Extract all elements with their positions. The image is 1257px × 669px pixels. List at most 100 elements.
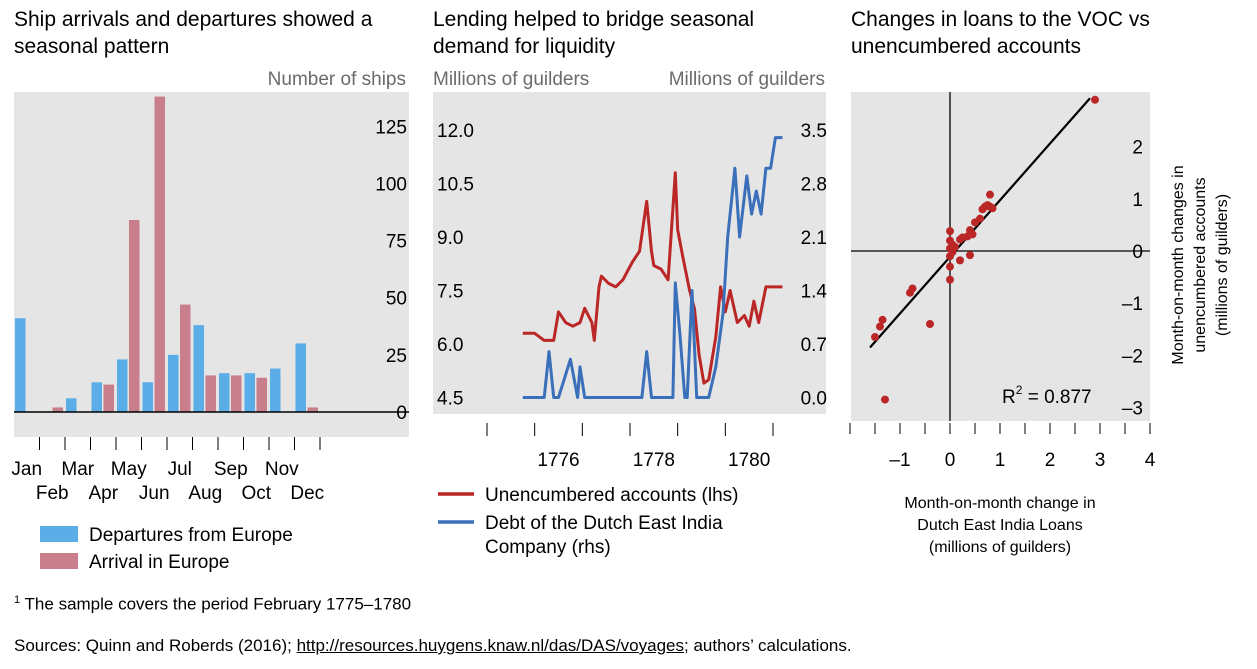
bar-departures bbox=[244, 373, 255, 412]
bar-arrivals bbox=[205, 375, 216, 412]
bar-arrivals bbox=[103, 384, 114, 412]
bar-arrivals bbox=[180, 304, 191, 412]
legend-label-unencumbered: Unencumbered accounts (lhs) bbox=[485, 485, 738, 506]
bar-departures bbox=[117, 359, 128, 412]
panel-2-title: Lending helped to bridge seasonal demand… bbox=[433, 8, 755, 58]
panel-2-y-right-tick-label: 0.0 bbox=[801, 389, 827, 410]
bar-departures bbox=[15, 318, 26, 412]
panel-3-title: Changes in loans to the VOC vs unencumbe… bbox=[851, 8, 1150, 58]
scatter-point bbox=[876, 322, 884, 331]
bar-arrivals bbox=[129, 220, 140, 412]
scatter-point bbox=[956, 256, 964, 265]
scatter-point bbox=[968, 230, 977, 239]
scatter-point bbox=[986, 190, 994, 199]
series-line-unencumbered bbox=[522, 171, 783, 385]
panel-1-y-tick-label: 125 bbox=[375, 117, 407, 138]
panel-2-y-left-label: Millions of guilders bbox=[433, 69, 589, 90]
panel-2-y-left-tick-label: 9.0 bbox=[437, 228, 463, 249]
panel-3-y-tick-label: 1 bbox=[1132, 190, 1143, 211]
panel-3-y-tick-label: –1 bbox=[1122, 294, 1143, 315]
scatter-point bbox=[926, 320, 934, 328]
sources-prefix: Sources: Quinn and Roberds (2016); bbox=[14, 636, 297, 655]
panel-1-x-tick-label: Jun bbox=[139, 483, 170, 504]
scatter-point bbox=[881, 395, 889, 404]
panel-3-y-tick-label: –3 bbox=[1122, 398, 1143, 419]
panel-3-plot-area bbox=[851, 92, 1150, 421]
panel-2-y-right-tick-label: 0.7 bbox=[801, 335, 827, 356]
panel-3-y-tick-label: 0 bbox=[1132, 242, 1143, 263]
scatter-point bbox=[946, 227, 954, 236]
legend-swatch-departures bbox=[40, 526, 78, 542]
scatter-point bbox=[976, 214, 984, 223]
panel-1-y-tick-label: 75 bbox=[386, 232, 407, 253]
panel-3-x-axis-label: Month-on-month change in Dutch East India… bbox=[904, 495, 1095, 556]
footnote-text: The sample covers the period February 17… bbox=[24, 594, 412, 614]
panel-2-y-left-tick-label: 6.0 bbox=[437, 335, 463, 356]
panel-2-y-right-label: Millions of guilders bbox=[669, 69, 825, 90]
panel-3-x-tick-label: 3 bbox=[1095, 450, 1106, 471]
scatter-point bbox=[1091, 95, 1099, 104]
bar-departures bbox=[142, 382, 153, 412]
bar-departures bbox=[219, 373, 230, 412]
panel-1-x-tick-label: May bbox=[111, 459, 147, 480]
panel-3-x-tick-label: 4 bbox=[1145, 450, 1156, 471]
panel-2-y-right-tick-label: 1.4 bbox=[801, 282, 828, 303]
bar-departures bbox=[91, 382, 102, 412]
panel-1-x-tick-label: Feb bbox=[36, 483, 69, 504]
scatter-point bbox=[908, 284, 917, 293]
panel-3-y-tick-label: –2 bbox=[1122, 346, 1143, 367]
legend-label-departures: Departures from Europe bbox=[89, 525, 293, 546]
panel-3-x-tick-label: 2 bbox=[1045, 450, 1056, 471]
legend-swatch-arrivals bbox=[40, 553, 78, 569]
sources-line: Sources: Quinn and Roberds (2016); http:… bbox=[14, 636, 852, 656]
bar-departures bbox=[193, 325, 204, 412]
panel-3-x-tick-label: –1 bbox=[889, 450, 910, 471]
panel-3-y-tick-label: 2 bbox=[1132, 138, 1143, 159]
bar-arrivals bbox=[256, 377, 267, 412]
charts-canvas: Number of ships1251007550250JanFebMarApr… bbox=[11, 69, 1231, 573]
panel-1-title: Ship arrivals and departures showed a se… bbox=[14, 8, 373, 58]
legend-label-debt: Debt of the Dutch East India Company (rhs… bbox=[485, 513, 723, 558]
scatter-point bbox=[988, 204, 997, 213]
panel-2-y-right-tick-label: 2.1 bbox=[801, 228, 827, 249]
panel-2-y-right-tick-label: 2.8 bbox=[801, 175, 827, 196]
bar-arrivals bbox=[52, 407, 63, 412]
scatter-point bbox=[871, 333, 879, 342]
scatter-point bbox=[966, 251, 974, 260]
panel-2-x-tick-label: 1780 bbox=[728, 450, 770, 471]
panel-3-x-tick-label: 0 bbox=[945, 450, 956, 471]
panel-1-x-tick-label: Oct bbox=[241, 483, 271, 504]
panel-1-x-tick-label: Nov bbox=[265, 459, 299, 480]
panel-1-x-tick-label: Jan bbox=[11, 459, 42, 480]
panel-1-x-tick-label: Jul bbox=[168, 459, 192, 480]
footnote: 1 The sample covers the period February … bbox=[14, 594, 411, 615]
bar-departures bbox=[270, 368, 281, 412]
panel-1-y-tick-label: 100 bbox=[375, 174, 407, 195]
panel-2-y-left-tick-label: 4.5 bbox=[437, 389, 463, 410]
series-line-debt bbox=[522, 136, 783, 399]
legend-label-arrivals: Arrival in Europe bbox=[89, 552, 229, 573]
bar-departures bbox=[168, 354, 179, 412]
panel-1-x-tick-label: Sep bbox=[214, 459, 248, 480]
bar-arrivals bbox=[307, 407, 318, 412]
sources-suffix: ; authors’ calculations. bbox=[684, 636, 852, 655]
panel-2-x-tick-label: 1776 bbox=[537, 450, 579, 471]
panel-1-x-tick-label: Dec bbox=[290, 483, 324, 504]
panel-1-x-tick-label: Apr bbox=[88, 483, 118, 504]
panel-3-x-tick-label: 1 bbox=[995, 450, 1006, 471]
panel-2-plot-area bbox=[433, 92, 826, 414]
footnote-marker: 1 bbox=[14, 594, 21, 606]
bar-arrivals bbox=[231, 375, 242, 412]
sources-link[interactable]: http://resources.huygens.knaw.nl/das/DAS… bbox=[296, 636, 685, 655]
panel-1-y-tick-label: 50 bbox=[386, 289, 407, 310]
scatter-point bbox=[946, 275, 954, 284]
scatter-point bbox=[946, 262, 954, 271]
scatter-point bbox=[878, 315, 887, 324]
bar-departures bbox=[66, 398, 77, 412]
panel-2-y-left-tick-label: 12.0 bbox=[437, 121, 474, 142]
panel-1-y-tick-label: 25 bbox=[386, 346, 407, 367]
bar-departures bbox=[295, 343, 306, 412]
panel-3-y-axis-label: Month-on-month changes in unencumbered ac… bbox=[1170, 165, 1231, 364]
panel-1-x-tick-label: Mar bbox=[61, 459, 94, 480]
